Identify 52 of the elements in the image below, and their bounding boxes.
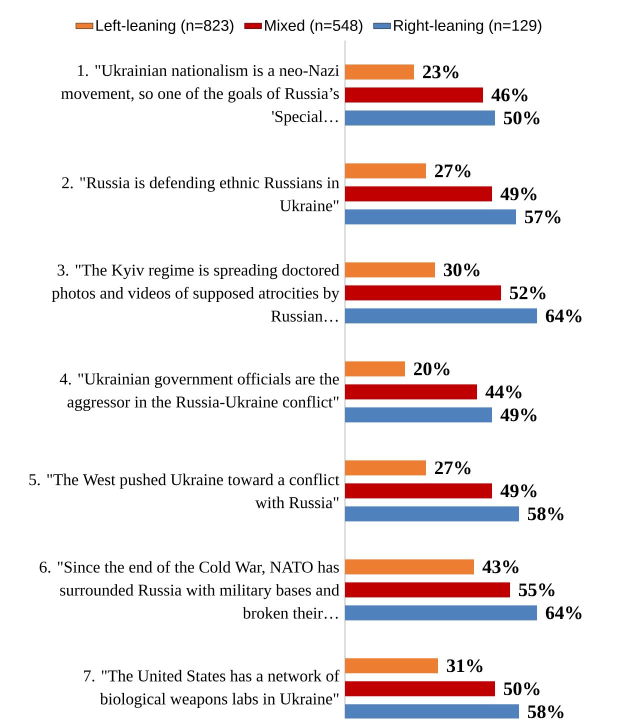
data-label: 43%: [482, 560, 518, 574]
y-tick-label: 4. "Ukrainian government officials are the aggressor in the Russia-Ukraine conflict": [60, 372, 339, 411]
bar: [344, 384, 478, 400]
y-tick-label: 3. "The Kyiv regime is spreading doctored photos and videos of supposed atrocities by Russian…: [52, 264, 340, 322]
data-label: 50%: [504, 112, 540, 124]
data-label: 58%: [528, 705, 564, 718]
bar: [344, 460, 426, 476]
bar: [344, 704, 520, 718]
legend-label: Mixed (n=548): [265, 20, 362, 34]
data-label: 64%: [546, 606, 582, 620]
data-label: 50%: [504, 682, 540, 696]
bar: [344, 582, 510, 598]
legend-label: Right-leaning (n=129): [394, 20, 542, 34]
data-label: 49%: [500, 187, 536, 200]
data-label: 58%: [528, 507, 564, 520]
bar: [344, 87, 484, 102]
data-label: 30%: [444, 263, 480, 276]
data-label: 31%: [446, 659, 482, 672]
data-label: 57%: [524, 210, 560, 224]
bar: [344, 559, 474, 574]
bar: [344, 681, 496, 696]
bar: [344, 308, 538, 324]
bar: [344, 285, 502, 300]
data-label: 27%: [435, 461, 470, 474]
bar: [344, 605, 538, 620]
data-label: 46%: [491, 88, 528, 102]
data-label: 49%: [500, 408, 536, 422]
data-label: 64%: [546, 309, 582, 322]
data-label: 44%: [485, 385, 522, 398]
bar: [344, 110, 496, 126]
data-label: 20%: [414, 362, 450, 376]
y-tick-label: 7. "The United States has a network of biological weapons labs in Ukraine": [84, 670, 340, 708]
legend-label: Left-leaning (n=823): [96, 20, 234, 34]
bar: [344, 483, 492, 498]
bar: [344, 658, 438, 674]
y-tick-label: 2. "Russia is defending ethnic Russians in Ukraine": [62, 176, 340, 212]
bar: [344, 209, 516, 224]
bar: [344, 186, 492, 202]
y-tick-label: 5. "The West pushed Ukraine toward a conflict with Russia": [29, 473, 340, 508]
y-tick-label: 1. "Ukrainian nationalism is a neo-Nazi movement, so one of the goals of Russia’s 'Special…: [61, 64, 340, 126]
bar: [344, 163, 426, 178]
bar: [344, 407, 492, 422]
bar: [344, 361, 406, 376]
bar: [344, 506, 520, 522]
data-label: 27%: [435, 164, 470, 178]
y-tick-label: 6. "Since the end of the Cold War, NATO has surrounded Russia with military bases and broken their…: [40, 560, 340, 619]
bar: [344, 64, 414, 80]
data-label: 49%: [500, 484, 536, 498]
bar: [344, 262, 436, 278]
data-label: 52%: [510, 286, 546, 300]
data-label: 23%: [423, 66, 458, 78]
data-label: 55%: [518, 583, 554, 596]
